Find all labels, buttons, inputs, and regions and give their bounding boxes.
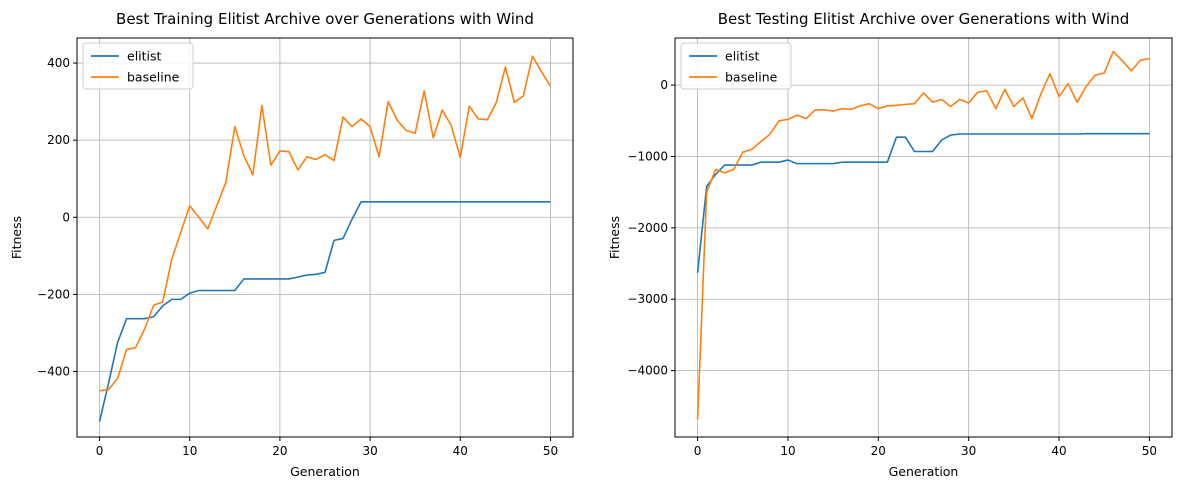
- testing-series-baseline-line: [696, 50, 1150, 420]
- training-y-tick-label: 200: [47, 133, 70, 147]
- testing-series-elitist-line: [696, 132, 1150, 273]
- testing-y-tick-label: −2000: [627, 221, 668, 235]
- testing-y-tick-label: −1000: [627, 149, 668, 163]
- training-y-axis-label: Fitness: [9, 216, 24, 259]
- testing-y-tick-label: −4000: [627, 364, 668, 378]
- testing-x-tick-label: 10: [780, 444, 795, 458]
- testing-y-tick-label: 0: [660, 78, 668, 92]
- testing-x-axis-label: Generation: [889, 464, 959, 479]
- training-x-axis-label: Generation: [290, 464, 360, 479]
- testing-x-tick-label: 40: [1051, 444, 1066, 458]
- training-x-tick-label: 40: [453, 444, 468, 458]
- testing-x-tick-label: 50: [1142, 444, 1157, 458]
- training-y-tick-label: 400: [47, 56, 70, 70]
- training-x-tick-label: 30: [362, 444, 377, 458]
- training-x-tick-label: 0: [96, 444, 104, 458]
- testing-x-tick-label: 30: [961, 444, 976, 458]
- testing-x-tick-label: 0: [694, 444, 702, 458]
- training-x-tick-label: 50: [543, 444, 558, 458]
- testing-y-axis-label: Fitness: [607, 216, 622, 259]
- testing-chart-title: Best Testing Elitist Archive over Genera…: [718, 10, 1129, 28]
- training-series-elitist-line: [98, 201, 551, 422]
- training-axes-frame: [76, 37, 574, 438]
- training-chart-panel: 0 10 20 30 40 50 −400 −200 0 200 400 Best Training …: [9, 10, 574, 479]
- testing-axes-frame: [674, 37, 1173, 438]
- training-y-tick-label: −400: [37, 364, 70, 378]
- training-series-baseline-line: [99, 55, 552, 392]
- training-y-tick-label: −200: [37, 287, 70, 301]
- training-legend-label-elitist: elitist: [127, 49, 162, 64]
- training-x-tick-label: 10: [182, 444, 197, 458]
- training-chart-title: Best Training Elitist Archive over Gener…: [116, 10, 534, 28]
- training-legend-label-baseline: baseline: [127, 70, 180, 85]
- testing-legend-label-baseline: baseline: [725, 70, 778, 85]
- training-y-tick-label: 0: [62, 210, 70, 224]
- testing-x-tick-label: 20: [871, 444, 886, 458]
- testing-y-tick-label: −3000: [627, 292, 668, 306]
- testing-chart-panel: 0 10 20 30 40 50 −4000 −3000 −2000 −1000 0 Best Tes…: [607, 10, 1173, 479]
- testing-legend-label-elitist: elitist: [725, 49, 760, 64]
- training-x-tick-label: 20: [272, 444, 287, 458]
